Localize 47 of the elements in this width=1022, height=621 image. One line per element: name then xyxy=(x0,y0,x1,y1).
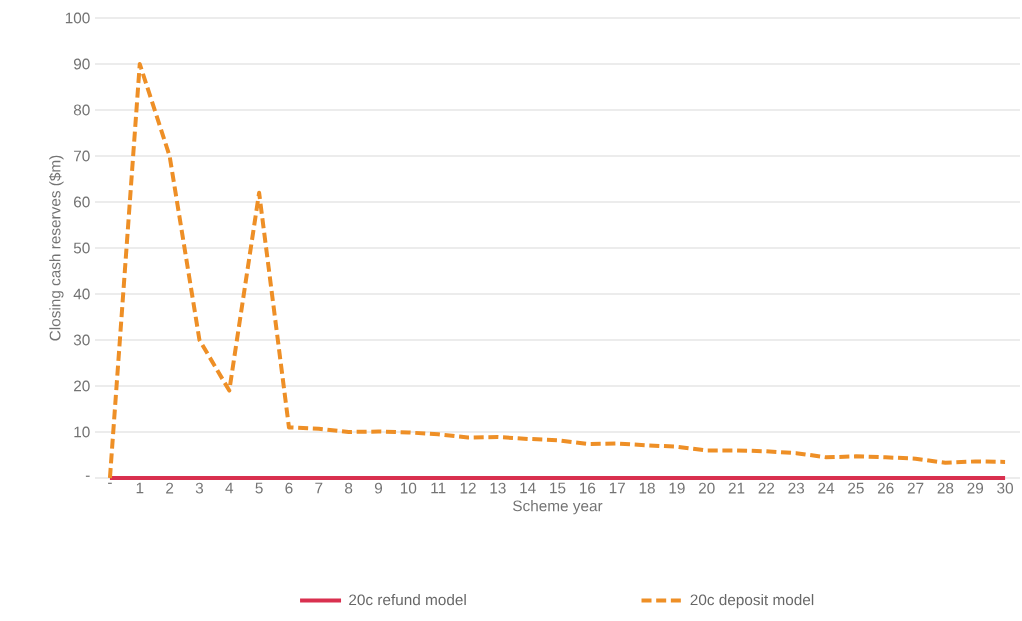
x-tick-label: 17 xyxy=(609,482,625,494)
x-tick-label: 11 xyxy=(431,482,446,494)
x-tick-label: 1 xyxy=(136,482,144,494)
x-tick-label: 18 xyxy=(639,482,655,494)
x-tick-label: 2 xyxy=(166,482,174,494)
x-tick-label: 22 xyxy=(758,482,775,494)
y-tick-label: 60 xyxy=(74,196,90,208)
y-tick-label: 100 xyxy=(65,12,90,24)
x-tick-label: 14 xyxy=(520,482,536,494)
y-tick-label: 90 xyxy=(73,58,90,70)
x-tick-label: 30 xyxy=(997,482,1013,494)
y-axis-title: Closing cash reserves ($m) xyxy=(49,155,64,341)
x-tick-label: 3 xyxy=(195,482,204,494)
x-tick-label: - xyxy=(108,482,112,484)
x-tick-label: 16 xyxy=(579,482,596,494)
y-tick-label: 10 xyxy=(74,426,90,438)
x-tick-label: 6 xyxy=(285,482,293,494)
legend-label: 20c refund model xyxy=(349,594,466,606)
x-tick-label: 9 xyxy=(374,482,383,494)
y-tick-label: 20 xyxy=(74,380,90,392)
x-tick-label: 29 xyxy=(967,482,984,494)
x-tick-label: 20 xyxy=(698,482,715,494)
x-tick-label: 23 xyxy=(788,482,805,494)
x-tick-label: 25 xyxy=(848,482,864,494)
x-tick-label: 15 xyxy=(550,482,566,494)
y-tick-label: 70 xyxy=(74,150,90,162)
x-axis-title: Scheme year xyxy=(513,500,603,515)
y-tick-label: 50 xyxy=(73,242,90,254)
y-tick-label: - xyxy=(85,475,90,477)
y-tick-label: 40 xyxy=(73,288,90,300)
x-tick-label: 27 xyxy=(907,482,924,494)
y-tick-label: 30 xyxy=(73,334,90,346)
legend-label: 20c deposit model xyxy=(690,594,814,609)
x-tick-label: 21 xyxy=(728,482,745,494)
y-tick-label: 80 xyxy=(73,104,90,116)
x-tick-label: 5 xyxy=(255,482,263,494)
x-tick-label: 13 xyxy=(490,482,506,494)
x-tick-label: 12 xyxy=(460,482,476,494)
x-tick-label: 19 xyxy=(669,482,685,494)
x-tick-label: 28 xyxy=(937,482,954,494)
x-tick-label: 26 xyxy=(877,482,894,494)
x-tick-label: 4 xyxy=(225,482,234,494)
x-tick-label: 24 xyxy=(818,482,835,494)
x-tick-label: 8 xyxy=(345,482,353,494)
x-tick-label: 10 xyxy=(400,482,417,494)
x-tick-label: 7 xyxy=(315,482,323,494)
line-series xyxy=(107,61,1008,480)
